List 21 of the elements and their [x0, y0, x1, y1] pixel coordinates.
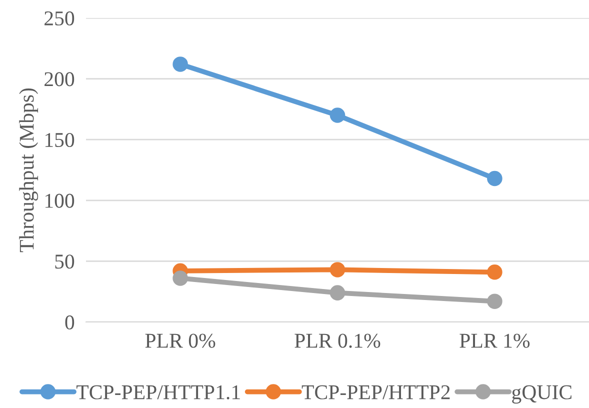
y-tick-label: 200 — [44, 72, 74, 86]
point — [172, 56, 188, 72]
point — [487, 170, 502, 186]
legend-label: TCP-PEP/HTTP2 — [302, 385, 450, 400]
point — [487, 264, 502, 280]
point — [487, 294, 502, 309]
y-tick-label: 150 — [45, 132, 74, 148]
point — [330, 108, 346, 123]
legend-label: gQUIC — [512, 385, 572, 404]
x-tick-label: PLR 0% — [145, 334, 216, 348]
point — [330, 285, 346, 300]
point — [172, 270, 188, 286]
point — [330, 262, 346, 278]
y-tick-label: 100 — [45, 194, 74, 208]
x-tick-label: PLR 0.1% — [294, 334, 380, 348]
y-tick-label: 250 — [44, 11, 74, 26]
y-tick-label: 0 — [65, 315, 74, 330]
y-tick-label: 50 — [55, 254, 74, 269]
legend-label: TCP-PEP/HTTP1.1 — [76, 385, 240, 400]
y-axis-title: Throughput (Mbps) — [19, 88, 38, 252]
x-tick-label: PLR 1% — [460, 334, 530, 348]
